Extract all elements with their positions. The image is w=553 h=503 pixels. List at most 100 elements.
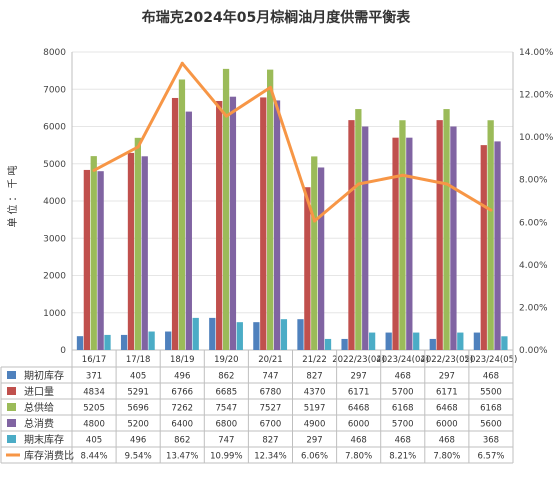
data-label: 5197 <box>304 404 326 414</box>
bar <box>192 317 199 350</box>
data-label: 6168 <box>392 404 414 414</box>
legend-label: 总消费 <box>24 417 54 430</box>
bar <box>260 97 267 350</box>
bar <box>222 68 230 350</box>
y2-tick-label: 10.00% <box>519 133 553 143</box>
data-label: 862 <box>218 372 234 382</box>
bar <box>120 334 128 350</box>
data-label: 405 <box>130 372 146 382</box>
data-label: 862 <box>174 436 190 446</box>
bar <box>148 331 155 350</box>
bar <box>324 338 332 350</box>
data-label: 4370 <box>304 388 326 398</box>
bar <box>104 334 111 350</box>
y-tick-label: 1000 <box>43 309 66 319</box>
data-label: 5700 <box>392 388 414 398</box>
data-label: 6171 <box>348 388 370 398</box>
data-label: 6000 <box>348 420 370 430</box>
x-tick-label: 17/18 <box>126 355 151 365</box>
bar <box>348 120 355 350</box>
data-label: 468 <box>483 372 499 382</box>
line-point <box>268 85 272 89</box>
data-label: 6400 <box>171 420 193 430</box>
data-label: 7527 <box>260 404 282 414</box>
data-label: 496 <box>174 372 190 382</box>
data-label: 4834 <box>83 388 105 398</box>
bar <box>450 126 457 350</box>
data-label: 7.80% <box>433 452 460 462</box>
legend-label: 进口量 <box>24 386 54 398</box>
data-label: 7.80% <box>345 452 372 462</box>
legend-label: 库存消费比 <box>24 449 74 462</box>
bars <box>76 68 508 351</box>
bar <box>178 79 186 350</box>
bar <box>280 319 288 350</box>
y-tick-label: 5000 <box>43 160 66 170</box>
line-point <box>489 208 493 212</box>
data-label: 13.47% <box>166 452 198 462</box>
y-tick-label: 2000 <box>43 272 66 282</box>
legend-key <box>7 371 16 379</box>
bar <box>304 187 311 350</box>
x-tick-label: 16/17 <box>82 355 107 365</box>
data-label: 12.34% <box>254 452 286 462</box>
data-label: 6800 <box>216 420 238 430</box>
bar <box>127 152 135 350</box>
bar <box>399 120 406 350</box>
data-label: 6700 <box>260 420 282 430</box>
y-tick-label: 8000 <box>43 48 66 58</box>
data-label: 405 <box>86 436 102 446</box>
ratio-line-path <box>93 61 492 223</box>
legend-label: 期初库存 <box>24 369 64 382</box>
data-label: 297 <box>306 436 322 446</box>
y2-tick-label: 4.00% <box>519 261 548 271</box>
bar <box>355 109 362 350</box>
data-label: 371 <box>86 372 102 382</box>
chart-title: 布瑞克2024年05月棕榈油月度供需平衡表 <box>142 9 411 26</box>
legend-key <box>7 403 16 411</box>
data-label: 4900 <box>304 420 326 430</box>
bar <box>443 109 450 350</box>
line-point <box>92 168 96 172</box>
data-label: 9.54% <box>125 452 152 462</box>
data-label: 468 <box>439 436 455 446</box>
data-label: 827 <box>262 436 278 446</box>
data-label: 6468 <box>348 404 370 414</box>
legend-key <box>7 419 16 427</box>
data-label: 7547 <box>216 404 238 414</box>
data-label: 6468 <box>436 404 458 414</box>
y2-tick-label: 2.00% <box>519 303 548 313</box>
bar <box>90 156 97 350</box>
data-label: 468 <box>351 436 367 446</box>
bar <box>171 97 179 351</box>
bar <box>185 111 192 350</box>
line-point <box>445 182 449 186</box>
data-label: 4800 <box>83 420 105 430</box>
data-label: 6766 <box>171 388 193 398</box>
data-label: 297 <box>351 372 367 382</box>
bar <box>236 322 243 350</box>
y2-tick-label: 12.00% <box>519 91 553 101</box>
bar <box>311 156 318 350</box>
bar <box>134 137 141 350</box>
bar <box>273 100 281 350</box>
legend-label: 总供给 <box>24 401 54 414</box>
data-label: 8.21% <box>389 452 416 462</box>
bar <box>487 120 494 350</box>
bar <box>362 126 369 350</box>
bar <box>392 137 399 350</box>
y2-tick-label: 6.00% <box>519 218 548 228</box>
bar <box>494 141 501 350</box>
bar <box>406 137 413 350</box>
y-tick-label: 3000 <box>43 234 66 244</box>
x-tick-label: 21/22 <box>302 355 327 365</box>
line-point <box>401 173 405 177</box>
y2-tick-label: 0.00% <box>519 346 548 356</box>
x-tick-label: 2023/24(05) <box>465 355 518 365</box>
y-tick-label: 4000 <box>43 197 66 207</box>
bar <box>429 338 436 350</box>
line-point <box>313 219 317 223</box>
data-label: 6168 <box>480 404 502 414</box>
legend-key <box>7 435 16 443</box>
ratio-line <box>92 61 493 223</box>
